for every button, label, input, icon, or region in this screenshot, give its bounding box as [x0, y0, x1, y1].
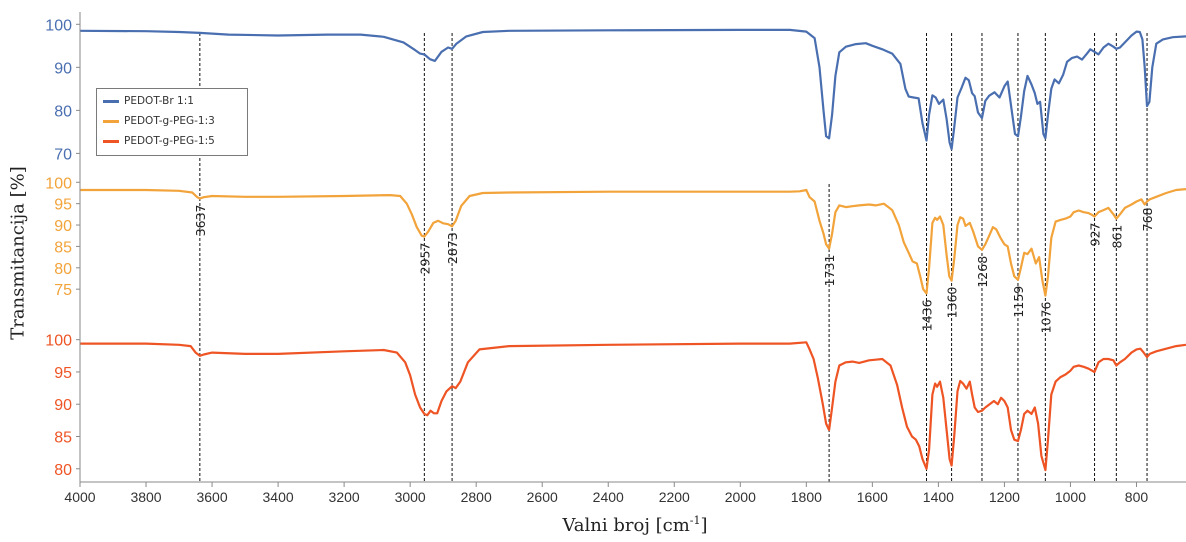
peak-label: 1268	[975, 256, 990, 288]
x-axis-label-superscript: -1	[689, 514, 701, 527]
x-tick-label: 3400	[263, 489, 294, 505]
series-line-1	[79, 28, 1186, 151]
y-tick-label: 85	[54, 430, 72, 447]
x-tick-label: 800	[1125, 489, 1149, 505]
y-tick-label: 75	[54, 282, 72, 299]
y-tick-label: 70	[54, 146, 72, 163]
x-axis-label-end: ]	[700, 515, 708, 536]
x-tick-label: 2000	[725, 489, 756, 505]
series-group	[79, 28, 1186, 472]
x-tick-label: 1400	[923, 489, 954, 505]
x-axis-label: Valni broj [cm-1]	[562, 514, 707, 536]
peak-label: 927	[1088, 222, 1103, 246]
x-tick-label: 2200	[659, 489, 690, 505]
x-tick-label: 3200	[329, 489, 360, 505]
x-tick-label: 3600	[196, 489, 227, 505]
peak-label: 1076	[1038, 302, 1053, 334]
legend-label: PEDOT-g-PEG-1:3	[124, 115, 215, 127]
x-tick-label: 4000	[64, 489, 95, 505]
y-tick-label: 95	[54, 197, 72, 214]
legend-item-pedot-br: PEDOT-Br 1:1	[103, 93, 194, 109]
peak-label-group: 3637 2957 2873 1731 1436 1360 1268 1159 1076 927 8…	[193, 205, 1155, 334]
x-tick-label: 1800	[791, 489, 822, 505]
series-line-2	[80, 188, 1186, 297]
y-tick-label: 90	[54, 397, 72, 414]
peak-label: 2873	[445, 232, 460, 264]
y-tick-label: 85	[54, 239, 72, 256]
legend-item-peg-1-3: PEDOT-g-PEG-1:3	[103, 113, 215, 129]
y-tick-label: 80	[54, 103, 72, 120]
peak-label: 2957	[417, 243, 432, 275]
peak-label: 1436	[920, 299, 935, 331]
y-tick-label: 80	[54, 462, 72, 479]
y-tick-label: 100	[45, 333, 72, 350]
legend-swatch-orange	[103, 119, 119, 123]
x-tick-label: 1000	[1055, 489, 1086, 505]
legend-label: PEDOT-g-PEG-1:5	[124, 135, 215, 147]
y-tick-label: 80	[54, 261, 72, 278]
x-tick-label: 1600	[857, 489, 888, 505]
peak-marker-group	[199, 33, 1148, 482]
legend-label: PEDOT-Br 1:1	[124, 95, 194, 107]
y-tick-label: 90	[54, 60, 72, 77]
y-tick-label: 100	[45, 175, 72, 192]
peak-label: 861	[1109, 225, 1124, 249]
axes-group: 100 90 80 70 100 95 90 85 80 75 100 95 90 85 80 4000 380…	[45, 12, 1186, 505]
x-tick-label: 2400	[593, 489, 624, 505]
legend-swatch-blue	[103, 99, 119, 103]
y-tick-label: 90	[54, 218, 72, 235]
x-tick-label: 2800	[461, 489, 492, 505]
y-tick-label: 95	[54, 365, 72, 382]
x-tick-label: 2600	[527, 489, 558, 505]
x-axis-label-main: Valni broj [cm	[562, 515, 690, 536]
legend-swatch-red	[103, 139, 119, 143]
peak-label: 1731	[822, 255, 837, 287]
peak-label: 768	[1140, 207, 1155, 231]
x-tick-label: 3000	[395, 489, 426, 505]
x-tick-label: 1200	[989, 489, 1020, 505]
y-tick-label: 100	[45, 17, 72, 34]
peak-label: 3637	[193, 205, 208, 237]
legend: PEDOT-Br 1:1 PEDOT-g-PEG-1:3 PEDOT-g-PEG…	[96, 88, 248, 156]
series-line-3	[80, 341, 1186, 472]
peak-label: 1360	[945, 287, 960, 319]
peak-label: 1159	[1011, 286, 1026, 318]
legend-item-peg-1-5: PEDOT-g-PEG-1:5	[103, 133, 215, 149]
y-axis-label: Transmitancija [%]	[7, 166, 29, 340]
x-tick-label: 3800	[130, 489, 161, 505]
